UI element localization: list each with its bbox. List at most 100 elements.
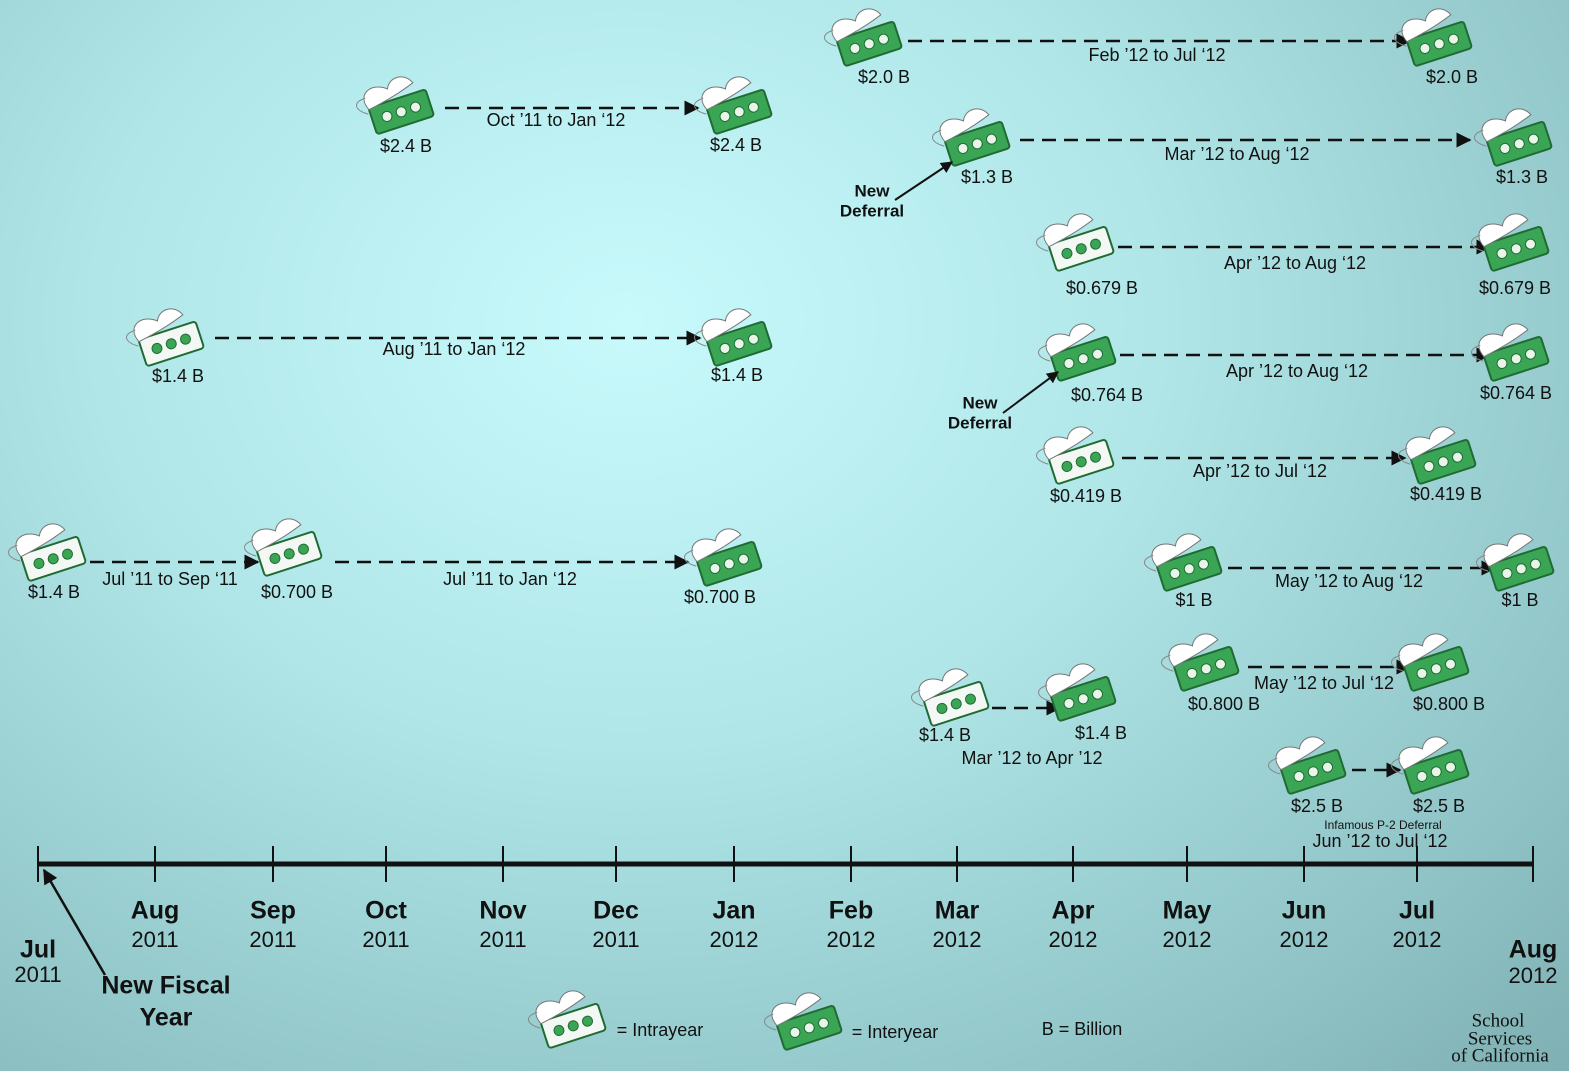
month-label: Jun bbox=[1282, 897, 1326, 925]
year-label: 2012 bbox=[933, 927, 982, 952]
month-label: Feb bbox=[829, 897, 873, 925]
period-label: Mar ’12 to Aug ‘12 bbox=[1164, 144, 1309, 164]
amount-label: $1.3 B bbox=[1496, 167, 1548, 187]
money-icon bbox=[690, 302, 772, 370]
amount-label: $1.4 B bbox=[28, 582, 80, 602]
money-icon bbox=[1387, 730, 1469, 798]
period-label: Apr ’12 to Aug ‘12 bbox=[1224, 253, 1366, 273]
amount-label: $1.3 B bbox=[961, 167, 1013, 187]
money-icon bbox=[1394, 420, 1476, 488]
money-icon bbox=[1264, 730, 1346, 798]
amount-label: $0.764 B bbox=[1071, 385, 1143, 405]
period-label: Jun ’12 to Jul ‘12 bbox=[1312, 831, 1447, 851]
money-icon bbox=[928, 102, 1010, 170]
money-icon bbox=[760, 986, 842, 1054]
year-label: 2012 bbox=[1049, 927, 1098, 952]
year-label: 2011 bbox=[479, 927, 526, 952]
money-icon bbox=[1034, 657, 1116, 725]
amount-label: $2.0 B bbox=[1426, 67, 1478, 87]
year-label: 2012 bbox=[1280, 927, 1329, 952]
money-icon bbox=[4, 517, 86, 585]
month-label: May bbox=[1163, 897, 1212, 925]
amount-label: $0.700 B bbox=[684, 587, 756, 607]
fiscal-year-note: New Fiscal bbox=[101, 972, 230, 1000]
money-icon bbox=[690, 70, 772, 138]
month-label: Apr bbox=[1051, 897, 1094, 925]
amount-label: $0.679 B bbox=[1066, 278, 1138, 298]
money-icon bbox=[1387, 627, 1469, 695]
money-icon bbox=[240, 512, 322, 580]
month-label: Aug bbox=[131, 897, 180, 925]
month-label: Sep bbox=[250, 897, 296, 925]
amount-label: $0.700 B bbox=[261, 582, 333, 602]
money-icon bbox=[1034, 317, 1116, 385]
money-icon bbox=[352, 70, 434, 138]
note-label: Infamous P-2 Deferral bbox=[1324, 818, 1441, 832]
year-label: 2011 bbox=[131, 927, 178, 952]
period-label: Mar ’12 to Apr ’12 bbox=[961, 748, 1102, 768]
amount-label: $0.800 B bbox=[1188, 694, 1260, 714]
period-label: Feb ’12 to Jul ‘12 bbox=[1088, 45, 1225, 65]
month-label: Nov bbox=[479, 897, 526, 925]
new-deferral-label: Deferral bbox=[948, 413, 1012, 432]
new-deferral-label: Deferral bbox=[840, 201, 904, 220]
period-label: Apr ’12 to Aug ‘12 bbox=[1226, 361, 1368, 381]
year-label: 2011 bbox=[14, 962, 61, 987]
period-label: Apr ’12 to Jul ‘12 bbox=[1193, 461, 1327, 481]
amount-label: $0.419 B bbox=[1050, 486, 1122, 506]
amount-label: $1 B bbox=[1175, 590, 1212, 610]
period-label: Jul ’11 to Sep ‘11 bbox=[102, 569, 237, 589]
amount-label: $1.4 B bbox=[711, 365, 763, 385]
money-icon bbox=[1140, 527, 1222, 595]
amount-label: $1.4 B bbox=[152, 366, 204, 386]
money-icon bbox=[1032, 420, 1114, 488]
amount-label: $0.679 B bbox=[1479, 278, 1551, 298]
money-icon bbox=[1467, 317, 1549, 385]
new-deferral-label: New bbox=[963, 393, 999, 412]
year-label: 2011 bbox=[249, 927, 296, 952]
year-label: 2012 bbox=[827, 927, 876, 952]
amount-label: $1 B bbox=[1501, 590, 1538, 610]
amount-label: $2.5 B bbox=[1291, 796, 1343, 816]
amount-label: $1.4 B bbox=[919, 725, 971, 745]
money-icon bbox=[524, 984, 606, 1052]
money-icon bbox=[1472, 527, 1554, 595]
amount-label: $0.764 B bbox=[1480, 383, 1552, 403]
amount-label: $0.419 B bbox=[1410, 484, 1482, 504]
logo-text: of California bbox=[1451, 1045, 1549, 1066]
amount-label: $2.5 B bbox=[1413, 796, 1465, 816]
money-icon bbox=[1470, 102, 1552, 170]
legend-label: B = Billion bbox=[1042, 1019, 1123, 1039]
year-label: 2011 bbox=[592, 927, 639, 952]
year-label: 2012 bbox=[710, 927, 759, 952]
amount-label: $1.4 B bbox=[1075, 723, 1127, 743]
money-icon bbox=[1390, 2, 1472, 70]
amount-label: $0.800 B bbox=[1413, 694, 1485, 714]
year-label: 2012 bbox=[1393, 927, 1442, 952]
amount-label: $2.4 B bbox=[710, 135, 762, 155]
period-label: Oct ’11 to Jan ‘12 bbox=[487, 110, 626, 130]
money-icon bbox=[820, 2, 902, 70]
year-label: 2012 bbox=[1163, 927, 1212, 952]
period-label: Aug ’11 to Jan ‘12 bbox=[383, 339, 526, 359]
legend-label: = Interyear bbox=[852, 1022, 939, 1042]
month-label: Dec bbox=[593, 897, 639, 925]
page: $2.0 B$2.0 BFeb ’12 to Jul ‘12$2.4 B$2.4… bbox=[0, 0, 1569, 1071]
diagram: $2.0 B$2.0 BFeb ’12 to Jul ‘12$2.4 B$2.4… bbox=[0, 0, 1569, 1071]
month-label: Mar bbox=[935, 897, 980, 925]
period-label: May ’12 to Aug ‘12 bbox=[1275, 571, 1423, 591]
year-label: 2011 bbox=[362, 927, 409, 952]
month-label: Aug bbox=[1509, 936, 1558, 964]
money-icon bbox=[680, 522, 762, 590]
month-label: Jan bbox=[712, 897, 755, 925]
fiscal-year-note: Year bbox=[140, 1004, 193, 1032]
period-label: May ’12 to Jul ‘12 bbox=[1254, 673, 1394, 693]
money-icon bbox=[122, 302, 204, 370]
amount-label: $2.4 B bbox=[380, 136, 432, 156]
pointer-arrow bbox=[895, 162, 952, 200]
legend-label: = Intrayear bbox=[617, 1020, 704, 1040]
year-label: 2012 bbox=[1509, 963, 1558, 988]
pointer-arrow bbox=[1003, 372, 1058, 413]
month-label: Oct bbox=[365, 897, 407, 925]
money-icon bbox=[1032, 207, 1114, 275]
